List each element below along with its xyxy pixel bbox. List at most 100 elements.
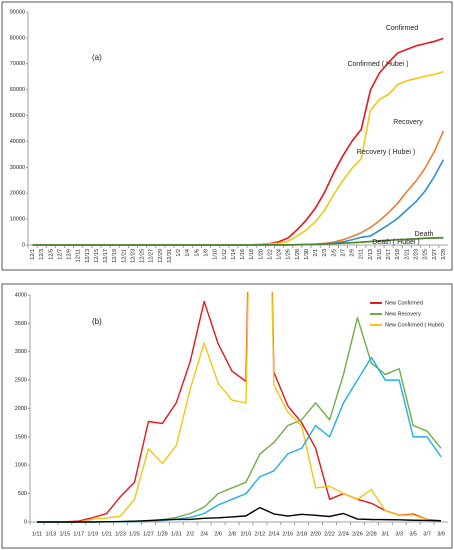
x-tick-label: 2/18 [296, 531, 307, 537]
x-tick-label: 2/14 [268, 531, 279, 537]
plot-area [32, 37, 445, 246]
x-tick-label: 1/26 [286, 249, 292, 260]
legend-label: New Recovery [385, 311, 421, 317]
x-tick-label: 2/22 [324, 531, 335, 537]
x-tick-label: 2/24 [338, 531, 349, 537]
y-tick-label: 10000 [10, 217, 25, 223]
x-tick-label: 12/7 [57, 249, 63, 260]
x-tick-label: 1/25 [129, 531, 140, 537]
series-line [36, 317, 442, 523]
x-tick-label: 12/25 [140, 249, 146, 263]
x-tick-label: 3/5 [409, 531, 417, 537]
x-tick-label: 1/27 [143, 531, 154, 537]
x-tick-label: 12/3 [39, 249, 45, 260]
x-tick-label: 1/13 [46, 531, 57, 537]
y-tick-label: 60000 [10, 87, 25, 93]
y-tick-label: 90000 [10, 9, 25, 15]
series-label: Confirmed ( Hubei ) [347, 61, 408, 68]
y-tick-label: 2500 [15, 378, 27, 384]
x-tick-label: 2/16 [282, 531, 293, 537]
y-tick-label: 40000 [10, 139, 25, 145]
x-tick-label: 2/13 [368, 249, 374, 260]
x-tick-label: 1/16 [240, 249, 246, 260]
y-tick-label: 3000 [15, 349, 27, 355]
x-tick-label: 2/21 [404, 249, 410, 260]
x-tick-label: 1/23 [115, 531, 126, 537]
x-tick-label: 2/26 [352, 531, 363, 537]
x-tick-label: 1/14 [231, 249, 237, 260]
series-label: Recovery ( Hubei ) [357, 149, 415, 156]
x-tick-label: 1/21 [101, 531, 112, 537]
x-tick-label: 1/10 [213, 249, 219, 260]
y-tick-label: 20000 [10, 191, 25, 197]
x-tick-label: 2/25 [423, 249, 429, 260]
x-tick-label: 2/10 [241, 531, 252, 537]
y-tick-label: 30000 [10, 165, 25, 171]
x-tick-label: 1/30 [304, 249, 310, 260]
x-tick-label: 12/13 [85, 249, 91, 263]
x-tick-label: 1/20 [258, 249, 264, 260]
x-tick-label: 2/1 [313, 249, 319, 257]
x-tick-label: 12/23 [130, 249, 136, 263]
x-tick-label: 2/17 [386, 249, 392, 260]
legend-label: New Confirmed ( Hubei) [385, 322, 444, 328]
x-tick-label: 12/27 [149, 249, 155, 263]
x-tick-label: 2/29 [441, 249, 447, 260]
x-tick-label: 2/9 [350, 249, 356, 257]
y-tick-label: 0 [22, 242, 25, 248]
x-tick-label: 12/17 [103, 249, 109, 263]
x-tick-label: 3/9 [437, 531, 445, 537]
series-line [36, 292, 442, 523]
x-tick-label: 2/8 [228, 531, 236, 537]
x-tick-label: 1/12 [222, 249, 228, 260]
series-line [36, 356, 442, 523]
x-tick-label: 2/4 [200, 531, 208, 537]
y-tick-label: 0 [24, 519, 27, 525]
x-tick-label: 2/23 [413, 249, 419, 260]
x-tick-label: 1/6 [194, 249, 200, 257]
x-tick-label: 12/15 [94, 249, 100, 263]
x-tick-label: 1/19 [87, 531, 98, 537]
x-tick-label: 2/27 [432, 249, 438, 260]
x-tick-label: 2/20 [310, 531, 321, 537]
y-tick-label: 500 [18, 491, 27, 497]
x-tick-label: 1/8 [203, 249, 209, 257]
series-label: Death [415, 231, 434, 238]
x-tick-label: 1/15 [59, 531, 70, 537]
x-tick-label: 12/31 [167, 249, 173, 263]
x-tick-label: 3/3 [395, 531, 403, 537]
series-line [36, 506, 442, 523]
x-tick-label: 2/3 [322, 249, 328, 257]
x-tick-label: 3/1 [381, 531, 389, 537]
panel-label: (a) [92, 53, 102, 62]
series-label: Recovery [393, 119, 423, 126]
x-tick-label: 2/7 [340, 249, 346, 257]
x-tick-label: 1/18 [249, 249, 255, 260]
x-tick-label: 1/22 [267, 249, 273, 260]
x-tick-label: 2/5 [331, 249, 337, 257]
plot-area [36, 292, 442, 523]
y-tick-label: 3500 [15, 321, 27, 327]
panel-a-frame [1, 1, 453, 271]
x-tick-label: 1/17 [73, 531, 84, 537]
series-line [32, 237, 444, 246]
y-tick-label: 1000 [15, 463, 27, 469]
x-tick-label: 2/2 [186, 531, 194, 537]
x-tick-label: 2/28 [366, 531, 377, 537]
x-tick-label: 1/11 [32, 531, 42, 537]
legend-label: New Confirmed [385, 300, 423, 306]
x-tick-label: 2/11 [359, 249, 365, 259]
y-tick-label: 50000 [10, 113, 25, 119]
series-label: Confirmed [386, 25, 418, 32]
panel-b-frame [1, 283, 453, 549]
series-label: Death ( Hubei ) [372, 239, 419, 246]
x-tick-label: 1/31 [171, 531, 182, 537]
x-tick-label: 1/29 [157, 531, 168, 537]
x-tick-label: 2/12 [255, 531, 266, 537]
y-tick-label: 2000 [15, 406, 27, 412]
x-tick-label: 1/28 [295, 249, 301, 260]
panel-label: (b) [92, 317, 102, 326]
x-tick-label: 12/19 [112, 249, 118, 263]
x-tick-label: 12/1 [30, 249, 36, 260]
